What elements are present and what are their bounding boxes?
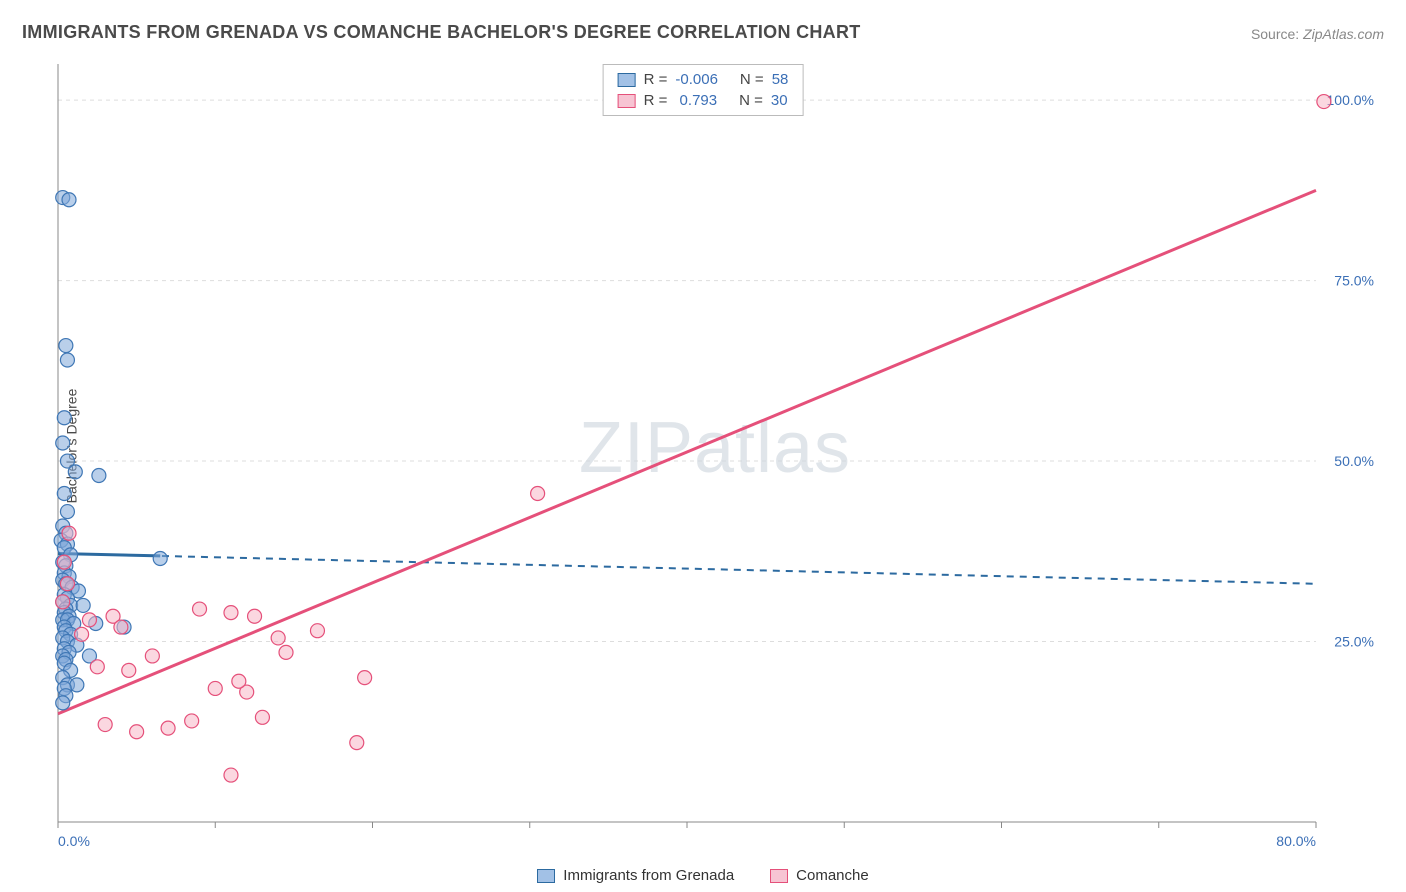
r-value-b: 0.793 (675, 92, 717, 109)
r-label-b: R = (644, 92, 668, 109)
n-label-a: N = (740, 71, 764, 88)
legend-label-a: Immigrants from Grenada (563, 867, 734, 884)
swatch-icon (770, 869, 788, 883)
swatch-icon (537, 869, 555, 883)
swatch-series-a (618, 73, 636, 87)
r-value-a: -0.006 (675, 71, 718, 88)
series-legend: Immigrants from Grenada Comanche (0, 867, 1406, 884)
legend-row-series-b: R = 0.793 N = 30 (618, 90, 789, 111)
swatch-series-b (618, 94, 636, 108)
legend-item-series-a: Immigrants from Grenada (537, 867, 734, 884)
legend-item-series-b: Comanche (770, 867, 869, 884)
scatter-plot-svg: 0.0% 80.0% 25.0% 50.0% 75.0% 100.0% ZIPatlas (46, 56, 1384, 856)
n-value-b: 30 (771, 92, 788, 109)
n-value-a: 58 (772, 71, 789, 88)
chart-title: IMMIGRANTS FROM GRENADA VS COMANCHE BACH… (22, 22, 861, 43)
svg-text:50.0%: 50.0% (1334, 453, 1374, 469)
svg-text:ZIPatlas: ZIPatlas (579, 408, 851, 488)
svg-text:100.0%: 100.0% (1327, 92, 1374, 108)
svg-text:25.0%: 25.0% (1334, 634, 1374, 650)
source-value: ZipAtlas.com (1303, 26, 1384, 42)
n-label-b: N = (739, 92, 763, 109)
legend-row-series-a: R = -0.006 N = 58 (618, 69, 789, 90)
legend-label-b: Comanche (796, 867, 869, 884)
svg-text:0.0%: 0.0% (58, 833, 90, 849)
svg-text:80.0%: 80.0% (1276, 833, 1316, 849)
svg-text:75.0%: 75.0% (1334, 273, 1374, 289)
r-label-a: R = (644, 71, 668, 88)
source-label: Source: (1251, 26, 1299, 42)
plot-area: 0.0% 80.0% 25.0% 50.0% 75.0% 100.0% ZIPatlas (46, 56, 1384, 856)
chart-source: Source: ZipAtlas.com (1251, 26, 1384, 42)
correlation-legend: R = -0.006 N = 58 R = 0.793 N = 30 (603, 64, 804, 116)
